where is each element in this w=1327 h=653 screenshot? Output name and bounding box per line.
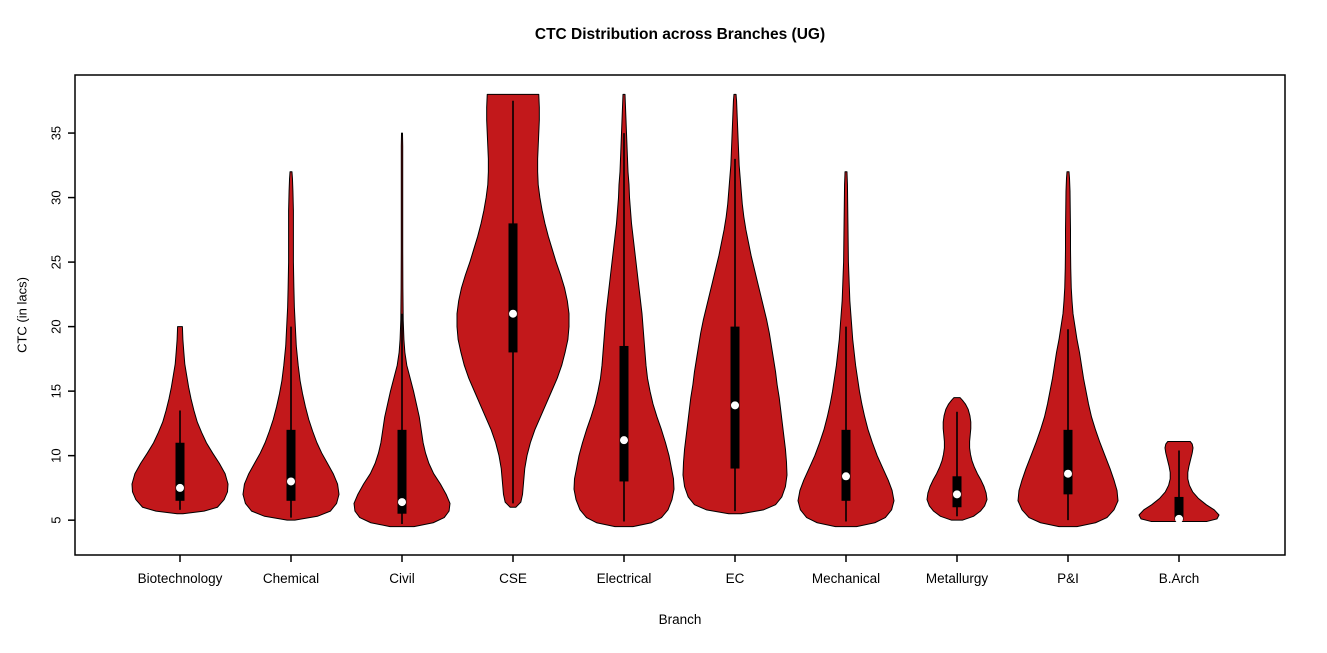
iqr-box-P&I [1063,429,1073,495]
iqr-box-Biotechnology [175,442,185,501]
median-dot-Civil [398,498,406,507]
median-dot-CSE [509,309,517,318]
x-tick-label: Mechanical [812,571,880,586]
median-dot-Electrical [620,436,628,445]
x-tick-label: B.Arch [1159,571,1200,586]
x-tick-label: P&I [1057,571,1079,586]
y-tick-label: 30 [49,190,64,204]
y-tick-label: 15 [49,384,64,398]
x-tick-label: EC [726,571,745,586]
chart-title: CTC Distribution across Branches (UG) [534,26,826,43]
y-axis-title: CTC (in lacs) [14,277,30,353]
plot-box [74,74,1286,556]
median-dot-P&I [1064,469,1072,478]
x-tick-label: Metallurgy [926,571,989,586]
iqr-box-EC [730,326,740,469]
x-axis-title: Branch [658,612,702,627]
iqr-box-CSE [508,223,518,353]
y-tick-label: 5 [49,517,64,524]
iqr-box-Electrical [619,345,629,482]
y-tick-label: 35 [49,126,64,140]
y-tick-label: 10 [49,448,64,462]
x-tick-label: Civil [389,571,415,586]
median-dot-B.Arch [1175,514,1183,523]
y-tick-label: 25 [49,255,64,269]
median-dot-Biotechnology [176,483,184,492]
x-tick-label: Chemical [263,571,319,586]
y-tick-label: 20 [49,319,64,333]
iqr-box-B.Arch [1174,496,1184,521]
iqr-box-Mechanical [841,429,851,501]
median-dot-Metallurgy [953,490,961,499]
x-tick-label: CSE [499,571,527,586]
iqr-box-Civil [397,429,407,514]
median-dot-Chemical [287,477,295,486]
median-dot-EC [731,401,739,410]
x-tick-label: Biotechnology [138,571,223,586]
x-tick-label: Electrical [597,571,652,586]
median-dot-Mechanical [842,472,850,481]
iqr-box-Chemical [286,429,296,501]
